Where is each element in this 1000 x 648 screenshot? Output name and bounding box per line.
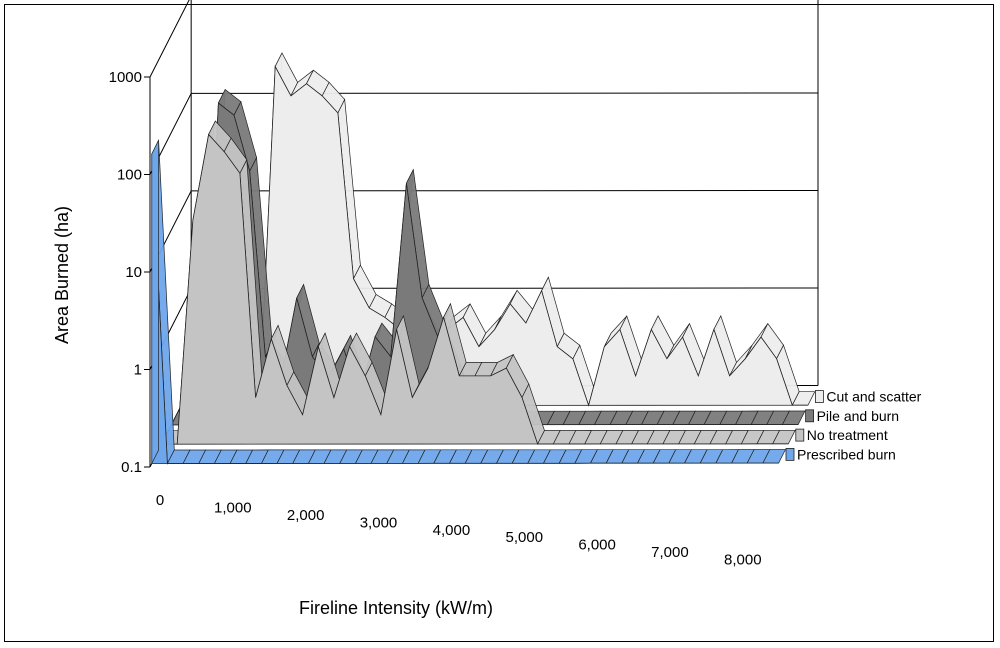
x-tick-label: 0: [156, 492, 164, 509]
legend-swatch: [785, 447, 795, 461]
legend-swatch: [795, 428, 805, 442]
x-tick-label: 4,000: [433, 522, 471, 539]
y-axis-title: Area Burned (ha): [52, 206, 72, 344]
y-tick-label: 1000: [109, 69, 142, 86]
legend-label: No treatment: [807, 427, 888, 443]
area-end-face: [171, 411, 179, 426]
y-tick-labels: 0.1 1 10 100 1000: [109, 69, 142, 476]
x-tick-label: 7,000: [651, 544, 689, 561]
y-tick-label: 1: [134, 362, 142, 379]
series-layer: [151, 52, 816, 465]
legend-swatch: [805, 409, 814, 423]
area-front-face: [161, 133, 789, 445]
area-end-face: [151, 140, 159, 464]
area-front-face: [151, 153, 779, 464]
series-no-treatment: [161, 120, 796, 445]
x-tick-labels: 0 1,000 2,000 3,000 4,000 5,000 6,000 7,000 8,00…: [156, 492, 762, 569]
legend-swatch: [815, 390, 824, 403]
x-tick-label: 8,000: [724, 552, 762, 569]
x-axis-title: Fireline Intensity (kW/m): [299, 598, 493, 618]
y-tick-label: 0.1: [121, 459, 142, 476]
x-tick-label: 5,000: [506, 529, 544, 546]
legend-label: Pile and burn: [817, 408, 900, 424]
area-front-face: [181, 65, 809, 407]
x-tick-label: 1,000: [214, 499, 252, 516]
y-tick-label: 10: [125, 264, 142, 281]
series-prescribed-burn: [151, 138, 786, 465]
x-tick-label: 3,000: [360, 514, 398, 531]
x-tick-label: 2,000: [287, 507, 325, 524]
gridline: [149, 92, 819, 175]
legend: Prescribed burn No treatment Pile and burn…: [785, 389, 922, 462]
legend-label: Cut and scatter: [826, 389, 921, 405]
legend-label: Prescribed burn: [797, 446, 896, 462]
y-tick-label: 100: [117, 167, 142, 184]
x-tick-label: 6,000: [578, 537, 616, 554]
